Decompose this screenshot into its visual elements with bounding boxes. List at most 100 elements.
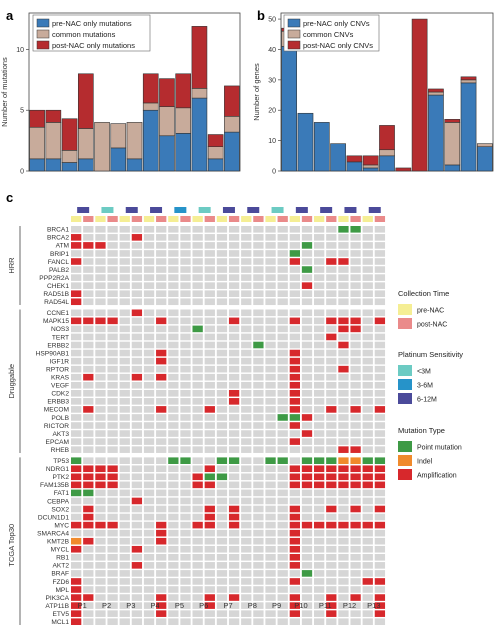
collection-mark <box>156 216 167 222</box>
y-tick-label: 10 <box>268 138 276 145</box>
cell-empty <box>83 414 94 421</box>
patient-label-p11: P11 <box>319 601 332 610</box>
cell-empty <box>241 298 252 306</box>
cell-empty <box>277 266 288 273</box>
cell-empty <box>119 349 130 357</box>
cell-empty <box>131 586 143 593</box>
cell-empty <box>253 446 264 453</box>
cell-amplification <box>95 481 106 489</box>
cell-empty <box>83 325 94 333</box>
cell-empty <box>119 521 130 529</box>
cell-amplification <box>289 554 300 561</box>
cell-empty <box>95 489 106 497</box>
cell-empty <box>314 545 325 553</box>
bar-pre-nac-only-cnvs <box>476 146 493 172</box>
cell-amplification <box>338 521 349 529</box>
cell-empty <box>180 258 191 265</box>
cell-empty <box>156 497 167 505</box>
bar-pre-nac-only-cnvs <box>460 82 477 172</box>
gene-label-fam135b: FAM135B <box>40 482 70 489</box>
cell-empty <box>265 610 276 617</box>
cell-empty <box>314 497 325 505</box>
cell-empty <box>119 373 130 381</box>
cell-point-mutation <box>362 457 373 464</box>
cell-empty <box>131 465 143 473</box>
cell-amplification <box>326 521 337 529</box>
cell-empty <box>119 513 130 521</box>
cell-empty <box>326 373 337 381</box>
cell-amplification <box>301 430 313 437</box>
cell-point-mutation <box>374 457 386 464</box>
cell-amplification <box>326 594 337 601</box>
cell-empty <box>301 333 313 341</box>
cell-empty <box>228 422 240 429</box>
cell-empty <box>143 529 155 537</box>
cell-empty <box>119 381 130 389</box>
bar-post-nac-only-cnvs <box>444 119 461 123</box>
cell-amplification <box>289 505 300 513</box>
cell-point-mutation <box>216 473 228 481</box>
cell-empty <box>143 457 155 464</box>
cell-empty <box>350 373 361 381</box>
cell-empty <box>216 309 228 317</box>
cell-amplification <box>362 481 373 489</box>
cell-empty <box>374 349 386 357</box>
cell-amplification <box>71 465 82 473</box>
cell-empty <box>168 489 179 497</box>
bar-common-mutations <box>94 122 110 172</box>
cell-empty <box>83 430 94 437</box>
cell-amplification <box>326 505 337 513</box>
gene-label-fat1: FAT1 <box>54 490 70 497</box>
bar-common-mutations <box>224 116 240 133</box>
cell-empty <box>277 349 288 357</box>
cell-empty <box>119 266 130 273</box>
bar-pre-nac-only-cnvs <box>379 155 395 172</box>
cell-empty <box>119 562 130 569</box>
cell-empty <box>301 562 313 569</box>
cell-amplification <box>71 586 82 593</box>
cell-empty <box>338 309 349 317</box>
cell-empty <box>180 513 191 521</box>
cell-empty <box>107 570 118 577</box>
cell-empty <box>338 422 349 429</box>
cell-empty <box>71 373 82 381</box>
cell-empty <box>107 390 118 397</box>
cell-empty <box>83 282 94 289</box>
cell-empty <box>228 537 240 545</box>
cell-empty <box>168 398 179 405</box>
cell-amplification <box>71 521 82 529</box>
gene-label-tp53: TP53 <box>53 458 69 465</box>
cell-empty <box>362 489 373 497</box>
cell-amplification <box>289 545 300 553</box>
cell-empty <box>168 537 179 545</box>
cell-empty <box>241 438 252 445</box>
cell-empty <box>204 242 215 249</box>
cell-empty <box>95 497 106 505</box>
legend-title-mutation: Mutation Type <box>398 426 445 435</box>
cell-amplification <box>350 446 361 453</box>
cell-empty <box>277 618 288 625</box>
cell-point-mutation <box>314 457 325 464</box>
cell-point-mutation <box>277 414 288 421</box>
bar-post-nac-only-mutations <box>207 134 224 147</box>
cell-empty <box>107 594 118 601</box>
cell-empty <box>362 290 373 297</box>
patient-label-p8: P8 <box>248 601 257 610</box>
cell-empty <box>83 333 94 341</box>
mutation-count-chart: 0 5 10 Number of mutations pre-NAC only muta… <box>0 12 241 176</box>
cell-empty <box>338 489 349 497</box>
cell-empty <box>168 594 179 601</box>
cell-empty <box>265 390 276 397</box>
heatmap-legend: Collection Time pre-NAC post-NAC Platinum S… <box>398 289 463 480</box>
cell-empty <box>95 341 106 349</box>
cell-amplification <box>289 562 300 569</box>
cell-empty <box>180 282 191 289</box>
cell-empty <box>362 618 373 625</box>
cell-empty <box>301 250 313 257</box>
cell-empty <box>192 406 203 413</box>
cell-empty <box>180 545 191 553</box>
cell-amplification <box>374 473 386 481</box>
cell-empty <box>241 242 252 249</box>
cell-empty <box>326 446 337 453</box>
cell-empty <box>289 274 300 281</box>
